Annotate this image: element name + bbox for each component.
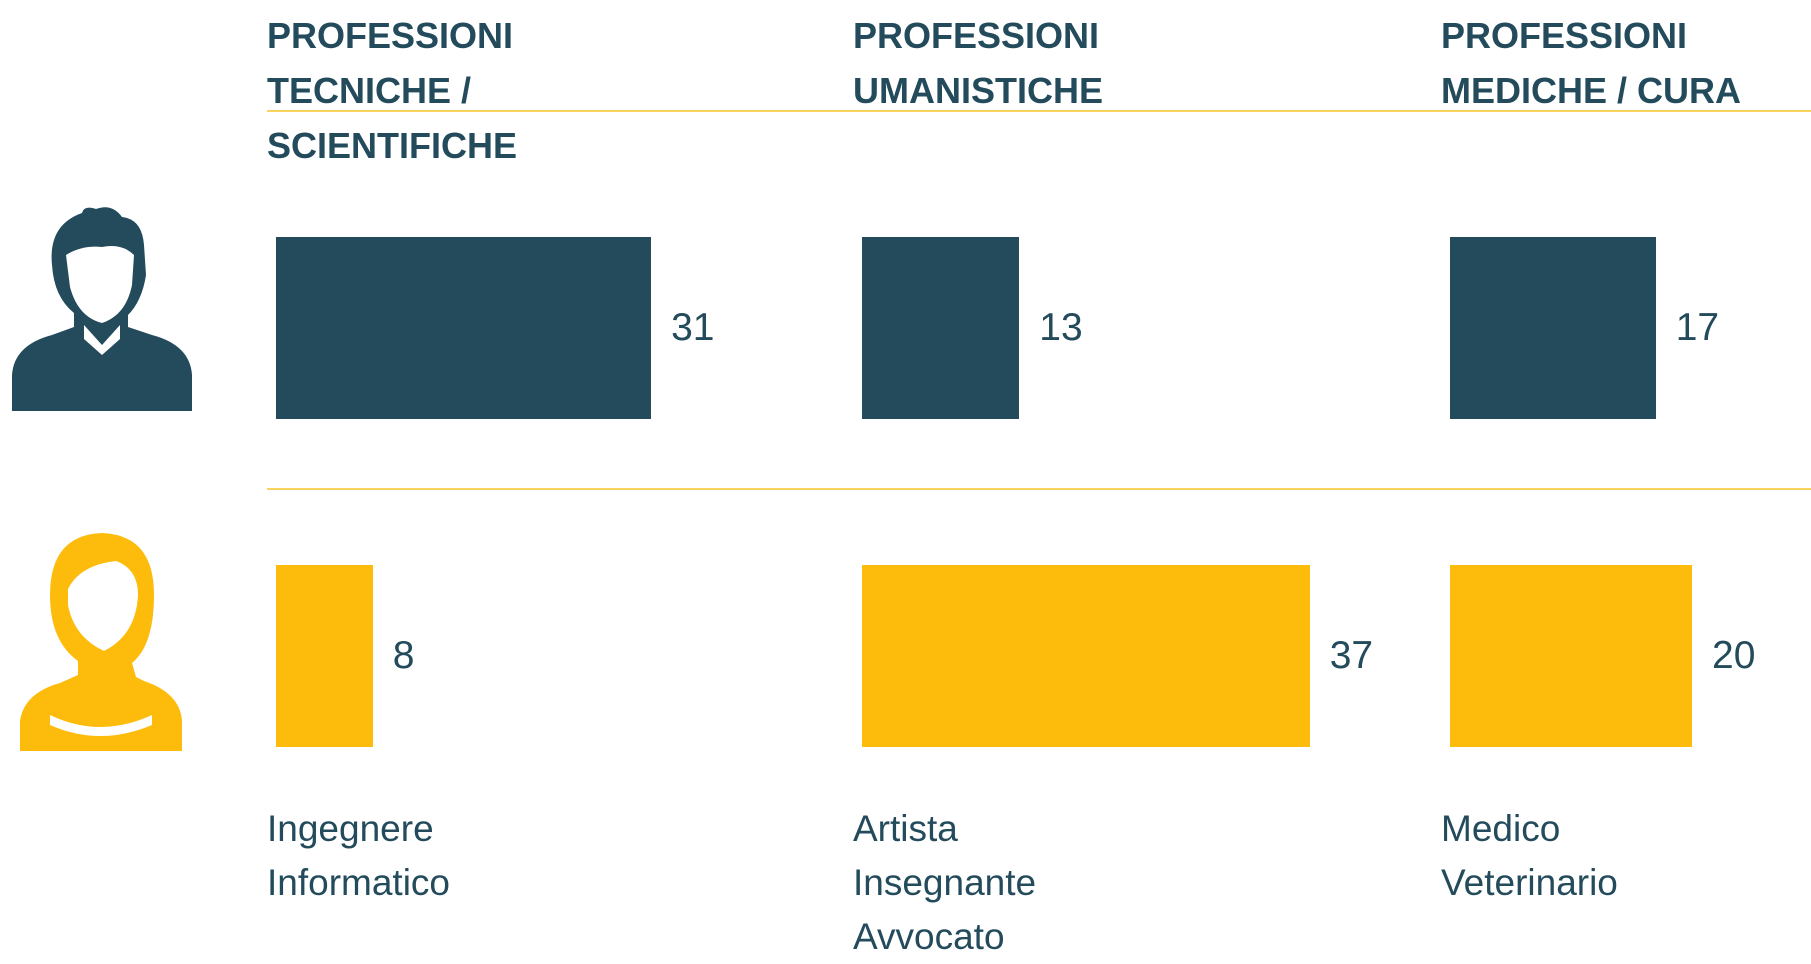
bar bbox=[1450, 237, 1656, 419]
female-icon bbox=[20, 533, 182, 751]
bar bbox=[276, 237, 652, 419]
example-profession: Veterinario bbox=[1441, 862, 1618, 903]
example-profession: Ingegnere bbox=[267, 808, 434, 849]
bar bbox=[1450, 565, 1692, 747]
bar bbox=[276, 565, 373, 747]
example-profession: Avvocato bbox=[853, 916, 1005, 957]
column-title: PROFESSIONI UMANISTICHE bbox=[853, 15, 1103, 111]
example-profession: Medico bbox=[1441, 808, 1561, 849]
divider bbox=[267, 110, 1811, 112]
column-title: PROFESSIONI MEDICHE / CURA bbox=[1441, 15, 1742, 111]
bar bbox=[862, 237, 1020, 419]
example-profession: Artista bbox=[853, 808, 958, 849]
value-label: 20 bbox=[1712, 634, 1756, 677]
bar bbox=[862, 565, 1310, 747]
value-label: 8 bbox=[392, 634, 415, 677]
divider bbox=[267, 488, 1811, 490]
column-title: PROFESSIONI TECNICHE / SCIENTIFICHE bbox=[267, 15, 518, 166]
value-label: 31 bbox=[671, 306, 715, 349]
value-label: 17 bbox=[1675, 306, 1720, 349]
example-profession: Informatico bbox=[267, 862, 451, 903]
example-profession: Insegnante bbox=[853, 862, 1037, 903]
male-icon bbox=[12, 207, 192, 411]
value-label: 37 bbox=[1329, 634, 1374, 677]
value-label: 13 bbox=[1039, 306, 1083, 349]
